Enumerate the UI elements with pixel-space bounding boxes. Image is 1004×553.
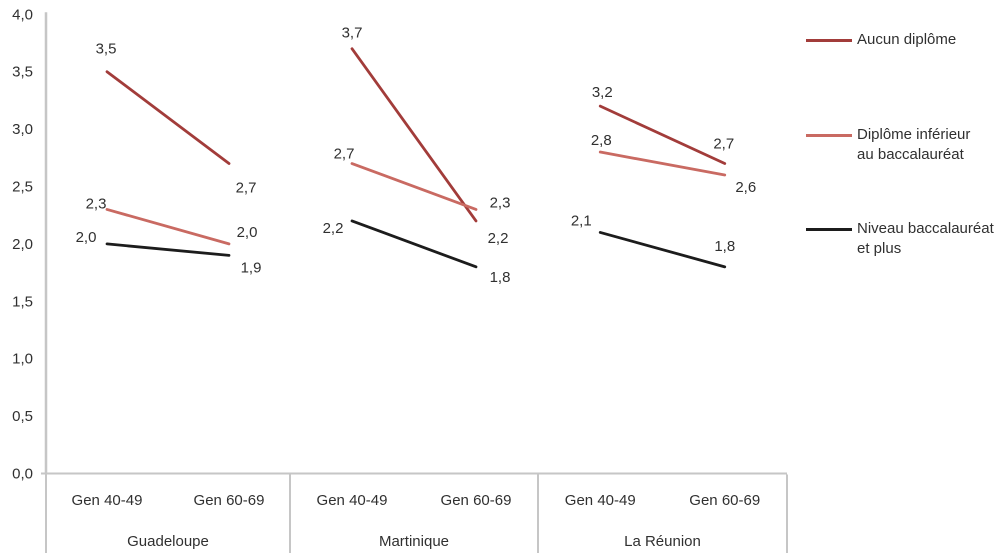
data-label: 2,2 xyxy=(323,220,344,237)
y-tick-label: 0,0 xyxy=(12,466,33,483)
y-tick-label: 1,0 xyxy=(12,351,33,368)
series-line xyxy=(105,70,231,165)
group-label: Martinique xyxy=(379,533,449,550)
category-label: Gen 40-49 xyxy=(317,492,388,509)
data-label: 2,0 xyxy=(76,229,97,246)
series-line xyxy=(598,231,727,269)
legend-line-swatch xyxy=(806,134,852,137)
legend-item: Diplôme inférieur au baccalauréat xyxy=(806,125,970,165)
series-line xyxy=(350,219,478,269)
category-label: Gen 40-49 xyxy=(72,492,143,509)
series-line xyxy=(105,242,231,257)
category-label: Gen 60-69 xyxy=(689,492,760,509)
group-label: La Réunion xyxy=(624,533,701,550)
legend-line-swatch xyxy=(806,228,852,231)
y-tick-label: 3,5 xyxy=(12,64,33,81)
group-label: Guadeloupe xyxy=(127,533,209,550)
legend-label: Aucun diplôme xyxy=(857,31,957,48)
series-line xyxy=(598,150,727,177)
data-label: 2,7 xyxy=(334,146,355,163)
data-label: 3,7 xyxy=(342,25,363,42)
data-label: 2,3 xyxy=(490,194,511,211)
data-label: 1,8 xyxy=(490,269,511,286)
data-label: 3,2 xyxy=(592,84,613,101)
series-line xyxy=(350,47,478,223)
legend-label: Diplôme inférieur au baccalauréat xyxy=(857,126,971,163)
series-line xyxy=(350,162,478,211)
category-label: Gen 40-49 xyxy=(565,492,636,509)
data-label: 2,2 xyxy=(488,230,509,247)
y-tick-label: 0,5 xyxy=(12,408,33,425)
data-label: 2,7 xyxy=(236,180,257,197)
data-label: 2,6 xyxy=(735,179,756,196)
legend-item: Aucun diplôme xyxy=(806,30,956,50)
y-tick-label: 3,0 xyxy=(12,121,33,138)
y-tick-label: 2,0 xyxy=(12,236,33,253)
y-tick-label: 1,5 xyxy=(12,293,33,310)
data-label: 3,5 xyxy=(96,41,117,58)
data-label: 1,9 xyxy=(241,259,262,276)
data-label: 1,8 xyxy=(714,238,735,255)
data-label: 2,1 xyxy=(571,212,592,229)
y-tick-label: 2,5 xyxy=(12,179,33,196)
data-label: 2,3 xyxy=(86,195,107,212)
category-label: Gen 60-69 xyxy=(441,492,512,509)
chart-legend: Aucun diplôme Diplôme inférieur au baccala… xyxy=(806,0,1004,553)
data-label: 2,0 xyxy=(237,224,258,241)
series-line xyxy=(105,208,231,246)
data-label: 2,8 xyxy=(591,132,612,149)
y-tick-label: 4,0 xyxy=(12,6,33,23)
legend-label: Niveau baccalauréat et plus xyxy=(857,220,994,257)
legend-line-swatch xyxy=(806,39,852,42)
legend-item: Niveau baccalauréat et plus xyxy=(806,219,994,259)
category-label: Gen 60-69 xyxy=(194,492,265,509)
series-line xyxy=(598,104,727,165)
data-label: 2,7 xyxy=(713,136,734,153)
